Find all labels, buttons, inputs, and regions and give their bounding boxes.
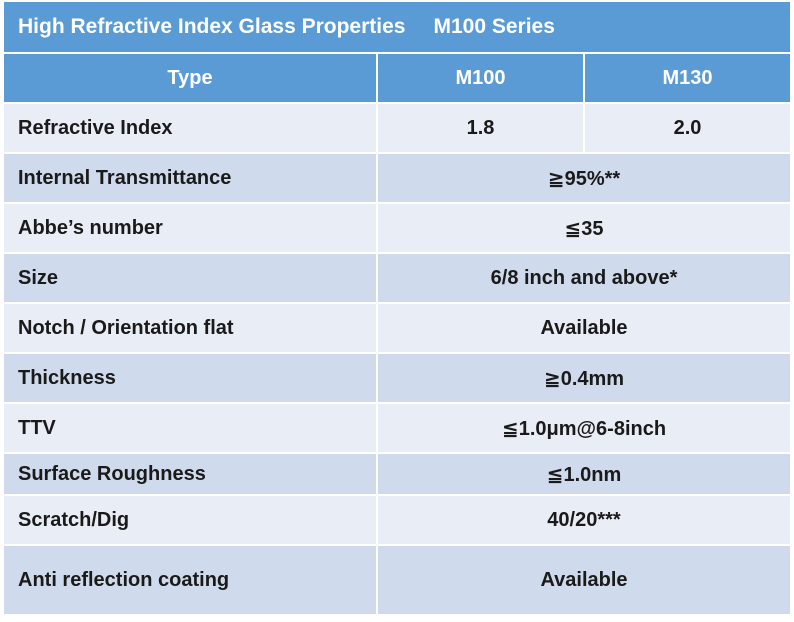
header-type: Type	[2, 52, 378, 104]
header-row: Type M100 M130	[2, 52, 793, 104]
table-row: Anti reflection coating Available	[2, 544, 793, 616]
table-row: Abbe’s number ≦35	[2, 202, 793, 254]
row-value-m100: 1.8	[376, 102, 585, 154]
table-row: TTV ≦1.0μm@6-8inch	[2, 402, 793, 454]
row-value: ≧95%**	[375, 152, 793, 204]
table-row: Size 6/8 inch and above*	[2, 252, 793, 304]
row-label: Surface Roughness	[2, 452, 378, 496]
series-text: M100 Series	[433, 15, 555, 38]
row-label: Size	[2, 252, 378, 304]
row-value: ≦1.0nm	[375, 452, 793, 496]
header-m100: M100	[376, 52, 585, 104]
row-value-m130: 2.0	[582, 102, 793, 154]
row-label: Scratch/Dig	[2, 494, 378, 546]
row-label: Abbe’s number	[2, 202, 378, 254]
table-row: Thickness ≧0.4mm	[2, 352, 793, 404]
table-title: High Refractive Index Glass Properties M1…	[1, 2, 793, 54]
row-label: Internal Transmittance	[2, 152, 378, 204]
row-value: ≦35	[375, 202, 793, 254]
table-row: Scratch/Dig 40/20***	[2, 494, 793, 546]
row-value: ≧0.4mm	[375, 352, 793, 404]
title-row: High Refractive Index Glass Properties M1…	[1, 2, 793, 54]
table-row: Surface Roughness ≦1.0nm	[2, 452, 793, 496]
table-row: Internal Transmittance ≧95%**	[2, 152, 793, 204]
row-label: Anti reflection coating	[2, 544, 378, 616]
row-label: Refractive Index	[2, 102, 378, 154]
row-value: Available	[375, 302, 793, 354]
row-label: Thickness	[2, 352, 378, 404]
table-row: Notch / Orientation flat Available	[2, 302, 793, 354]
title-text: High Refractive Index Glass Properties	[18, 15, 406, 38]
row-value: ≦1.0μm@6-8inch	[375, 402, 793, 454]
row-label: TTV	[2, 402, 378, 454]
row-value: 6/8 inch and above*	[375, 252, 793, 304]
row-label: Notch / Orientation flat	[2, 302, 378, 354]
header-m130: M130	[582, 52, 793, 104]
row-value: 40/20***	[375, 494, 793, 546]
table-row-refractive-index: Refractive Index 1.8 2.0	[2, 102, 793, 154]
row-value: Available	[375, 544, 793, 616]
